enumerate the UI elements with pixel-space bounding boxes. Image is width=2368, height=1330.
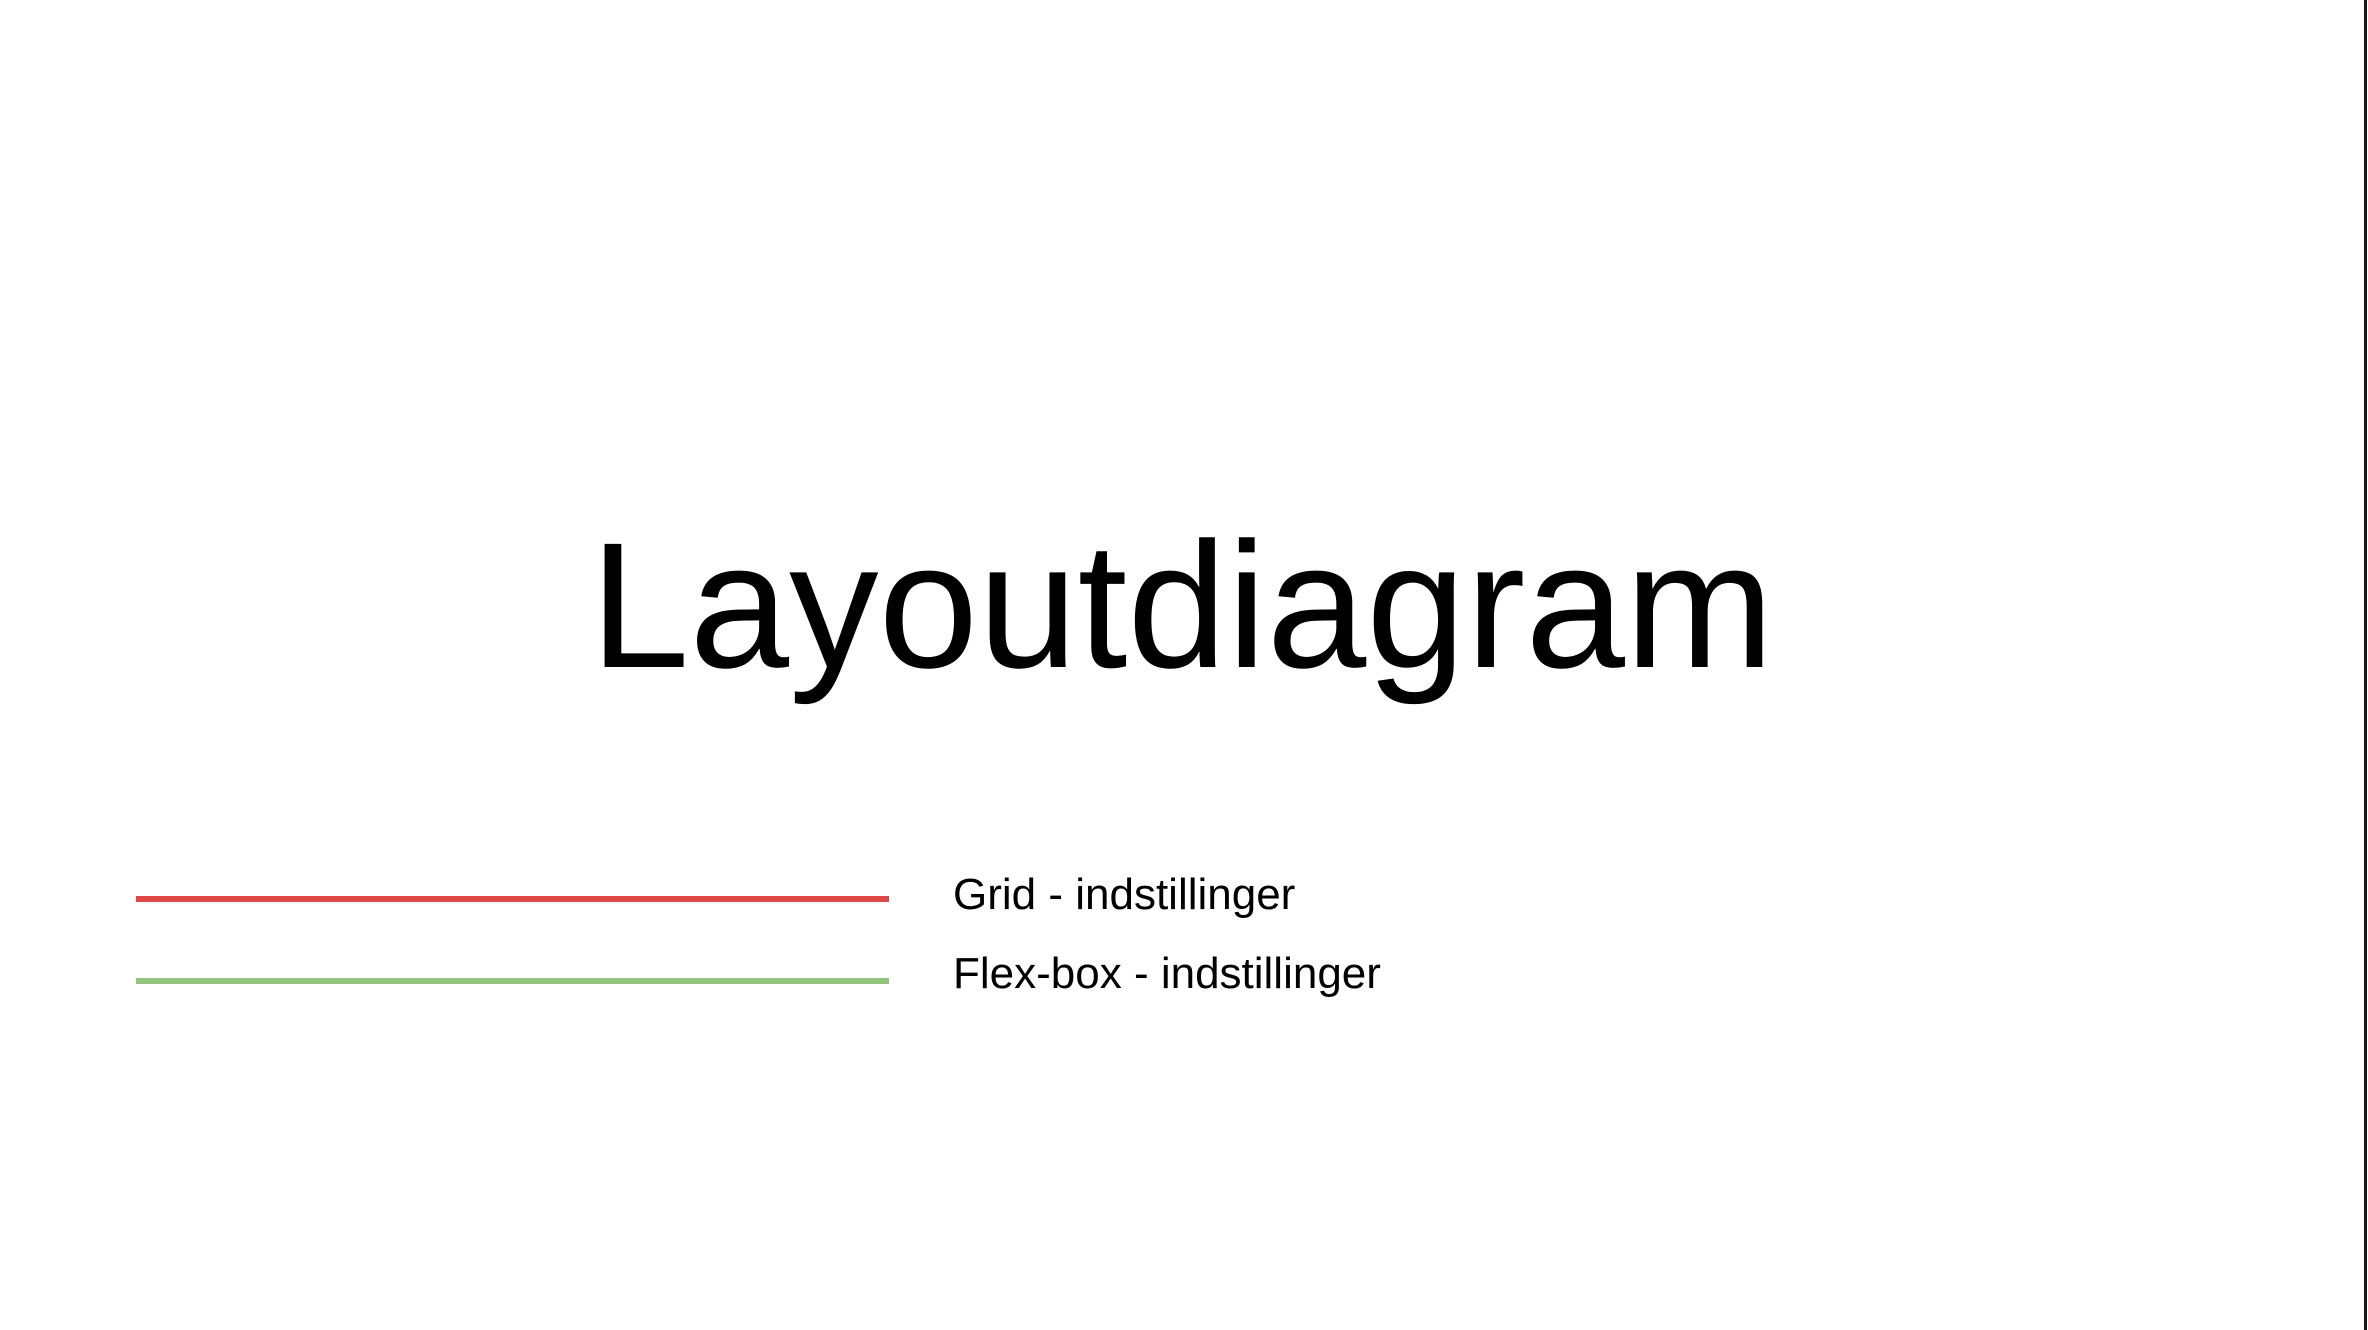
diagram-title: Layoutdiagram — [589, 505, 1775, 705]
legend-label-grid: Grid - indstillinger — [953, 870, 1296, 919]
legend-line-flex-box — [136, 978, 889, 984]
legend-line-grid — [136, 896, 889, 902]
legend-label-flex-box: Flex-box - indstillinger — [953, 949, 1381, 998]
